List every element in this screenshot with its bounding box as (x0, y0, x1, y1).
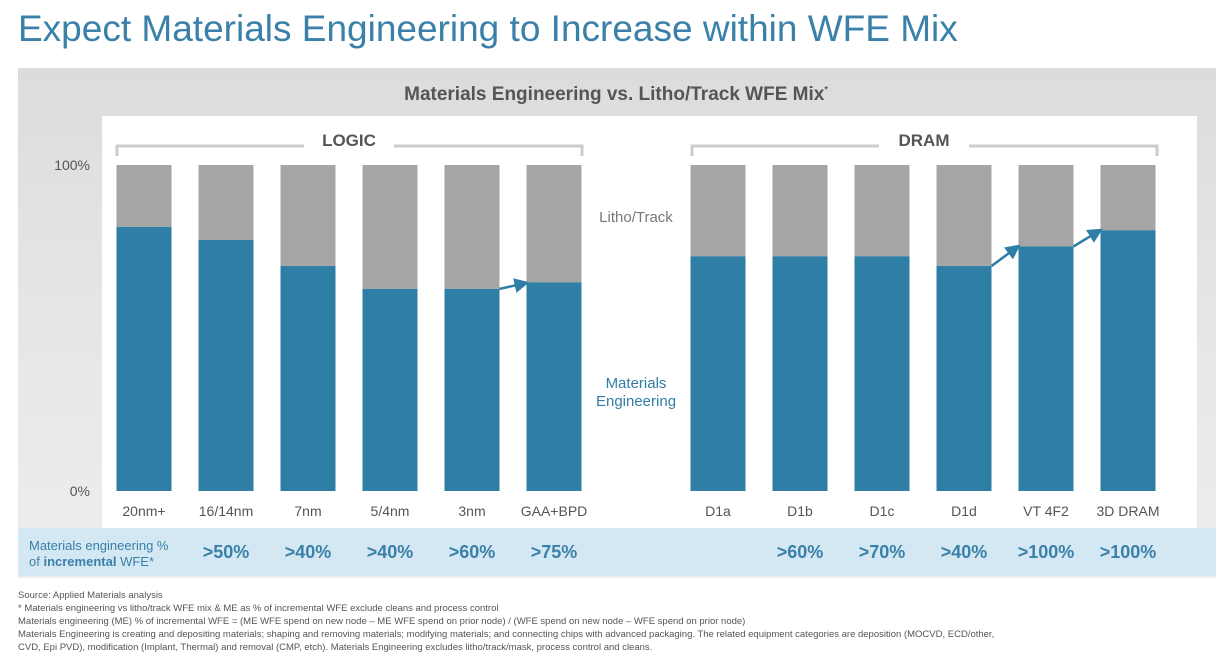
x-tick-label: 20nm+ (122, 503, 165, 519)
footnote-2: Materials engineering (ME) % of incremen… (18, 616, 746, 627)
chart-title: Materials Engineering vs. Litho/Track WF… (0, 84, 1232, 106)
x-tick-label: 7nm (294, 503, 321, 519)
trend-arrow (499, 278, 530, 293)
metric-value: >40% (366, 542, 414, 562)
bar-materials-engineering (198, 239, 254, 491)
bar-materials-engineering (1018, 246, 1074, 491)
y-tick-label: 0% (70, 483, 90, 499)
footnote-1: * Materials engineering vs litho/track W… (18, 603, 499, 614)
metric-value: >60% (776, 542, 824, 562)
footnote-source: Source: Applied Materials analysis (18, 590, 163, 601)
trend-arrow (1072, 228, 1103, 248)
bar-litho-track (772, 165, 828, 257)
x-tick-label: 3nm (458, 503, 485, 519)
chart-title-text: Materials Engineering vs. Litho/Track WF… (404, 84, 825, 105)
group-label: LOGIC (322, 131, 376, 150)
bar-materials-engineering (280, 266, 336, 491)
bar-materials-engineering (526, 282, 582, 491)
group-bracket (690, 144, 1159, 156)
bar-materials-engineering (444, 288, 500, 491)
metric-value: >100% (1017, 542, 1075, 562)
group-label: DRAM (899, 131, 950, 150)
series-label-materials-engineering-line2: Engineering (596, 393, 676, 410)
metric-label-pre: of (29, 554, 44, 569)
group-bracket (115, 144, 584, 156)
footnote-4: CVD, Epi PVD), modification (Implant, Th… (18, 642, 653, 653)
bar-litho-track (1100, 165, 1156, 231)
metric-value: >75% (530, 542, 578, 562)
x-tick-label: D1d (951, 503, 977, 519)
bar-litho-track (526, 165, 582, 283)
x-tick-label: 16/14nm (199, 503, 253, 519)
x-tick-label: D1c (870, 503, 895, 519)
bar-litho-track (1018, 165, 1074, 247)
bar-litho-track (362, 165, 418, 289)
series-label-materials-engineering-line1: Materials (606, 375, 667, 392)
bar-litho-track (444, 165, 500, 289)
x-tick-label: 5/4nm (371, 503, 410, 519)
bar-litho-track (690, 165, 746, 257)
bar-materials-engineering (362, 288, 418, 491)
metric-value: >50% (202, 542, 250, 562)
footnote-3: Materials Engineering is creating and de… (18, 629, 995, 640)
bar-litho-track (936, 165, 992, 267)
metric-label-post: WFE* (116, 554, 155, 569)
bar-materials-engineering (854, 256, 910, 491)
chart-title-footnote-mark: * (824, 84, 828, 95)
metric-row (18, 528, 1216, 576)
bar-materials-engineering (690, 256, 746, 491)
bar-litho-track (854, 165, 910, 257)
y-tick-label: 100% (54, 157, 90, 173)
bar-materials-engineering (936, 266, 992, 491)
x-tick-label: D1a (705, 503, 731, 519)
x-tick-label: VT 4F2 (1023, 503, 1069, 519)
x-tick-label: D1b (787, 503, 813, 519)
trend-arrow (990, 244, 1021, 268)
metric-value: >40% (284, 542, 332, 562)
metric-value: >100% (1099, 542, 1157, 562)
bar-litho-track (280, 165, 336, 267)
bar-litho-track (198, 165, 254, 240)
metric-row-label: Materials engineering % of incremental WF… (29, 538, 168, 570)
x-tick-label: GAA+BPD (521, 503, 588, 519)
x-tick-label: 3D DRAM (1096, 503, 1159, 519)
series-label-litho-track: Litho/Track (599, 209, 673, 226)
metric-label-line1: Materials engineering % (29, 538, 169, 553)
metric-value: >40% (940, 542, 988, 562)
bar-materials-engineering (1100, 230, 1156, 491)
page-title: Expect Materials Engineering to Increase… (18, 8, 958, 49)
bar-litho-track (116, 165, 172, 227)
bar-materials-engineering (772, 256, 828, 491)
metric-label-bold: incremental (43, 554, 117, 569)
bar-materials-engineering (116, 226, 172, 491)
metric-value: >60% (448, 542, 496, 562)
metric-value: >70% (858, 542, 906, 562)
